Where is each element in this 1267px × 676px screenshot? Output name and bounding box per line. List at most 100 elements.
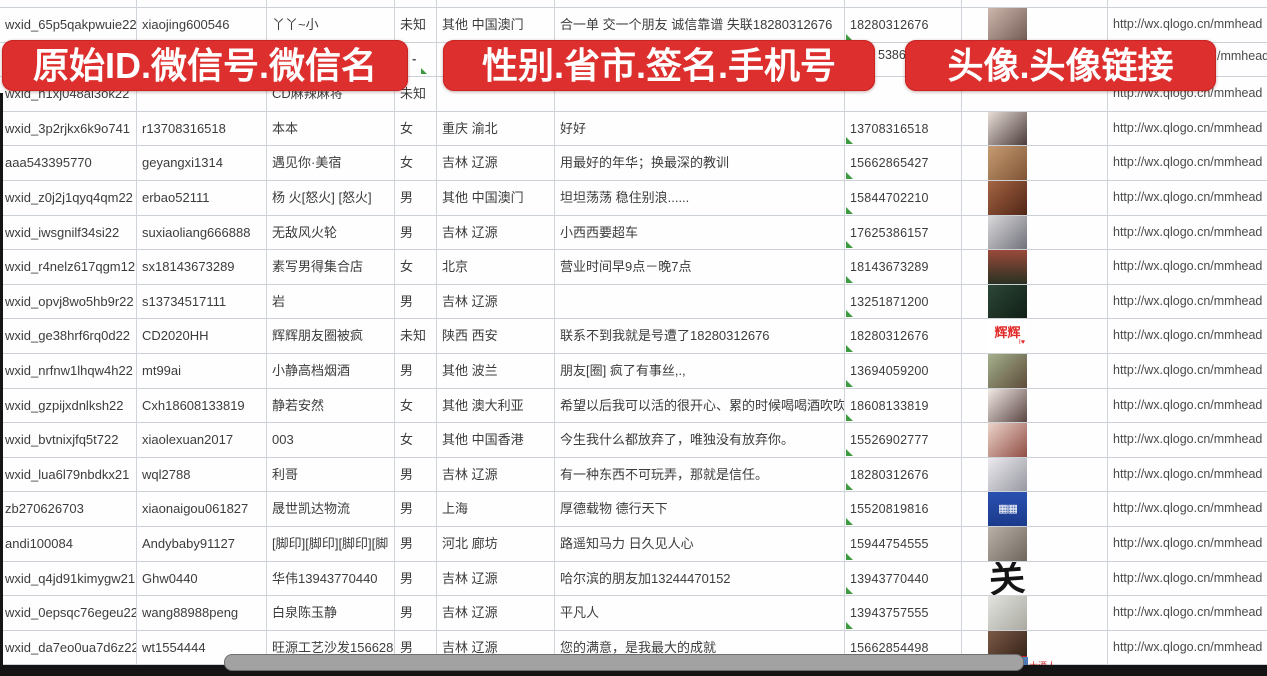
cell-avatar-url[interactable]: http://wx.qlogo.cn/mmhead [1108, 285, 1267, 320]
cell-wechat-id[interactable]: xiaolexuan2017 [137, 423, 267, 458]
cell-avatar-url[interactable]: http://wx.qlogo.cn/mmhead [1108, 354, 1267, 389]
cell-original-id[interactable]: wxid_nrfnw1lhqw4h22 [0, 353, 137, 389]
cell-signature[interactable]: 小西西要超车 [555, 215, 845, 251]
cell-wechat-id[interactable]: geyangxi1314 [137, 146, 267, 181]
cell-original-id[interactable]: aaa543395770 [0, 146, 137, 181]
cell-gender[interactable]: 男 [395, 526, 437, 562]
cell-signature[interactable]: 厚德载物 德行天下 [555, 492, 845, 527]
cell-avatar[interactable] [962, 388, 1108, 424]
cell-phone[interactable]: 15526902777 [845, 423, 962, 458]
cell-province-city[interactable]: 其他 中国澳门 [437, 8, 555, 43]
cell-original-id[interactable]: andi100084 [0, 526, 137, 562]
cell-signature[interactable]: 坦坦荡荡 稳住别浪...... [555, 180, 845, 216]
cell-province-city[interactable]: 其他 波兰 [437, 353, 555, 389]
cell-wechat-id[interactable]: s13734517111 [137, 284, 267, 320]
cell-original-id[interactable]: zb270626703 [0, 492, 137, 527]
cell-signature[interactable]: 今生我什么都放弃了，唯独没有放弃你。 [555, 423, 845, 458]
cell-province-city[interactable]: 吉林 辽源 [437, 146, 555, 181]
cell-gender[interactable]: 男 [395, 596, 437, 631]
cell-gender[interactable]: 男 [395, 492, 437, 527]
cell-gender[interactable]: 男 [395, 457, 437, 493]
cell-original-id[interactable]: wxid_q4jd91kimygw21 [0, 561, 137, 597]
cell-wechat-id[interactable]: sx18143673289 [137, 250, 267, 285]
cell-avatar[interactable] [962, 77, 1108, 112]
cell-original-id[interactable]: wxid_lua6l79nbdkx21 [0, 457, 137, 493]
cell-signature[interactable]: 哈尔滨的朋友加13244470152 [555, 561, 845, 597]
cell-wechat-name[interactable]: 利哥 [267, 457, 395, 493]
cell-province-city[interactable]: 其他 澳大利亚 [437, 388, 555, 424]
cell-avatar[interactable] [962, 526, 1108, 562]
cell-phone[interactable]: 15520819816 [845, 492, 962, 527]
cell-original-id[interactable]: wxid_iwsgnilf34si22 [0, 215, 137, 251]
cell-signature[interactable]: 路遥知马力 日久见人心 [555, 526, 845, 562]
cell-province-city[interactable]: 重庆 渝北 [437, 111, 555, 147]
cell-gender[interactable]: 未知 [395, 77, 437, 112]
cell-original-id[interactable]: wxid_ge38hrf6rq0d22 [0, 319, 137, 354]
cell-wechat-name[interactable]: 小静高档烟酒 [267, 353, 395, 389]
cell-avatar-url[interactable]: http://wx.qlogo.cn/mmhead [1108, 8, 1267, 43]
cell-avatar-url[interactable]: http://wx.qlogo.cn/mmhead [1108, 146, 1267, 181]
cell-province-city[interactable]: 其他 中国香港 [437, 423, 555, 458]
cell-signature[interactable]: 好好 [555, 111, 845, 147]
cell-avatar[interactable] [962, 180, 1108, 216]
cell-signature[interactable] [555, 77, 845, 112]
cell-signature[interactable]: 联系不到我就是号遭了18280312676 [555, 319, 845, 354]
cell-wechat-name[interactable]: 无敌风火轮 [267, 215, 395, 251]
cell-avatar[interactable] [962, 596, 1108, 631]
cell-province-city[interactable]: 吉林 辽源 [437, 457, 555, 493]
cell-wechat-id[interactable]: CD2020HH [137, 319, 267, 354]
cell-wechat-id[interactable]: suxiaoliang666888 [137, 215, 267, 251]
cell-phone[interactable]: 13943770440 [845, 561, 962, 597]
cell-avatar[interactable]: 关 [962, 561, 1108, 597]
cell-avatar-url[interactable]: http://wx.qlogo.cn/mmhead [1108, 112, 1267, 147]
cell-avatar[interactable] [962, 284, 1108, 320]
cell-province-city[interactable]: 吉林 辽源 [437, 596, 555, 631]
cell-wechat-name[interactable]: 003 [267, 423, 395, 458]
cell-avatar-url[interactable]: http://wx.qlogo.cn/mmhead [1108, 389, 1267, 424]
cell-wechat-name[interactable]: 晟世凯达物流 [267, 492, 395, 527]
cell-province-city[interactable]: 河北 廊坊 [437, 526, 555, 562]
cell-gender[interactable]: 男 [395, 215, 437, 251]
cell-signature[interactable]: 希望以后我可以活的很开心、累的时候喝喝酒吹吹[ [555, 388, 845, 424]
cell-phone[interactable]: 13694059200 [845, 353, 962, 389]
cell-original-id[interactable]: wxid_0epsqc76egeu22 [0, 596, 137, 631]
cell-province-city[interactable]: 其他 中国澳门 [437, 180, 555, 216]
cell-avatar[interactable] [962, 111, 1108, 147]
cell-signature[interactable] [555, 284, 845, 320]
cell-wechat-id[interactable]: erbao52111 [137, 180, 267, 216]
cell-wechat-id[interactable]: wang88988peng [137, 596, 267, 631]
cell-signature[interactable]: 用最好的年华；换最深的教训 [555, 146, 845, 181]
cell-gender[interactable]: 女 [395, 111, 437, 147]
cell-wechat-id[interactable]: xiaonaigou061827 [137, 492, 267, 527]
cell-original-id[interactable]: wxid_bvtnixjfq5t722 [0, 423, 137, 458]
cell-avatar[interactable] [962, 250, 1108, 285]
cell-phone[interactable]: 18280312676 [845, 8, 962, 43]
cell-wechat-id[interactable]: wql2788 [137, 457, 267, 493]
cell-avatar[interactable] [962, 146, 1108, 181]
cell-gender[interactable]: 男 [395, 180, 437, 216]
cell-wechat-id[interactable]: Cxh18608133819 [137, 388, 267, 424]
cell-phone[interactable]: 13251871200 [845, 284, 962, 320]
cell-gender[interactable]: 男 [395, 284, 437, 320]
cell-avatar-url[interactable]: http://wx.qlogo.cn/mmhead [1108, 458, 1267, 493]
cell-gender[interactable]: 女 [395, 388, 437, 424]
cell-phone[interactable]: 15944754555 [845, 526, 962, 562]
cell-avatar[interactable]: 辉辉 I♥ [962, 319, 1108, 354]
cell-phone[interactable]: 18280312676 [845, 319, 962, 354]
cell-wechat-name[interactable]: 遇见你·美宿 [267, 146, 395, 181]
cell-gender[interactable]: 女 [395, 423, 437, 458]
cell-province-city[interactable]: 陕西 西安 [437, 319, 555, 354]
cell-gender[interactable]: 未知 [395, 8, 437, 43]
cell-avatar[interactable] [962, 457, 1108, 493]
cell-wechat-name[interactable]: 素写男得集合店 [267, 250, 395, 285]
cell-avatar-url[interactable]: http://wx.qlogo.cn/mmhead [1108, 181, 1267, 216]
cell-signature[interactable]: 合一单 交一个朋友 诚信靠谱 失联18280312676 [555, 8, 845, 43]
cell-province-city[interactable]: 吉林 辽源 [437, 284, 555, 320]
cell-signature[interactable]: 营业时间早9点－晚7点 [555, 250, 845, 285]
cell-avatar-url[interactable]: http://wx.qlogo.cn/mmhead [1108, 562, 1267, 597]
cell-avatar-url[interactable]: http://wx.qlogo.cn/mmhead [1108, 631, 1267, 666]
cell-phone[interactable]: 17625386157 [845, 215, 962, 251]
cell-original-id[interactable]: wxid_z0j2j1qyq4qm22 [0, 180, 137, 216]
cell-avatar-url[interactable]: http://wx.qlogo.cn/mmhead [1108, 250, 1267, 285]
cell-avatar-url[interactable]: http://wx.qlogo.cn/mmhead [1108, 216, 1267, 251]
